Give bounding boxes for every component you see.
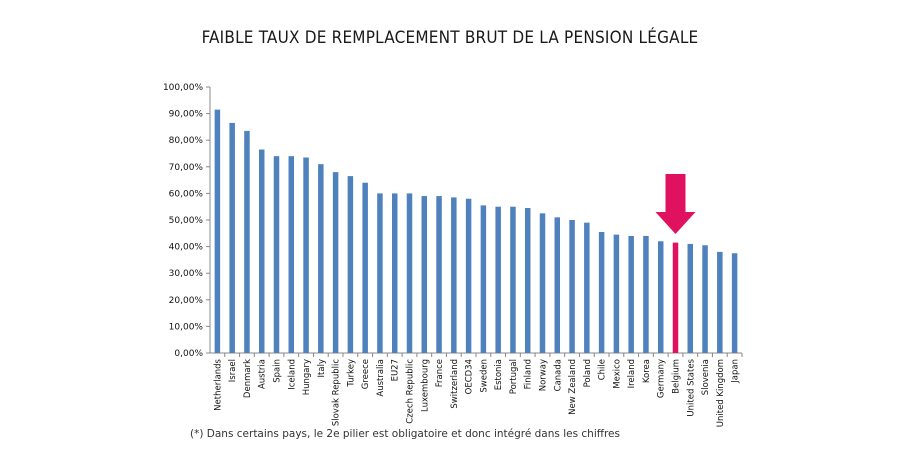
bar [465,198,472,353]
bar [524,208,531,353]
y-tick-label: 70,00% [169,163,204,173]
x-tick-label: Netherlands [213,358,223,410]
x-tick-label: Finland [524,359,534,389]
y-tick-label: 0,00% [174,349,203,359]
bar [258,149,265,353]
bar [539,213,546,353]
y-tick-label: 60,00% [169,189,204,199]
bar [569,220,575,353]
bar [318,164,324,353]
bar [229,122,235,353]
x-tick-label: Sweden [479,359,489,393]
x-tick-label: Poland [583,359,593,387]
bar [554,217,561,353]
x-tick-label: Korea [642,359,652,383]
x-tick-label: Portugal [509,359,519,394]
y-tick-label: 80,00% [169,136,204,146]
bar [377,193,383,353]
x-tick-label: New Zealand [568,359,578,415]
bar [480,205,487,353]
x-tick-label: Czech Republic [406,359,416,424]
bar [214,109,221,353]
bar [598,231,605,353]
bar [731,253,738,353]
bar-highlighted [672,242,679,353]
x-tick-label: Australia [376,359,386,397]
x-tick-label: Norway [539,359,549,391]
x-tick-label: Mexico [612,359,622,389]
bar [303,157,309,353]
bar [391,193,398,353]
x-tick-label: Slovak Republic [332,359,342,426]
bar [436,196,442,353]
x-tick-label: Canada [553,359,563,391]
x-tick-label: Japan [731,359,741,384]
x-tick-label: Estonia [494,359,504,390]
x-tick-label: France [435,359,445,387]
bar [643,235,649,353]
bar [495,206,501,353]
x-tick-label: Slovenia [701,359,711,395]
bar [244,130,250,353]
bar [584,222,590,353]
y-tick-label: 40,00% [169,243,204,253]
bar [510,206,516,353]
bar [273,156,280,353]
bar [288,156,295,353]
x-tick-label: Ireland [627,359,637,388]
x-tick-label: United States [686,358,696,416]
x-tick-label: OECD34 [465,359,475,394]
bar [657,241,664,353]
y-tick-label: 100,00% [163,83,203,93]
x-tick-label: Iceland [287,359,297,390]
bar [451,197,457,353]
x-tick-label: Italy [317,359,327,377]
y-tick-label: 20,00% [169,296,204,306]
x-tick-label: Turkey [346,359,356,388]
bar [421,196,428,353]
bar [687,243,694,353]
y-tick-label: 30,00% [169,269,204,279]
y-tick-label: 50,00% [169,216,204,226]
x-tick-label: Luxembourg [420,359,430,412]
x-tick-label: United Kingdom [716,359,726,427]
chart-title: FAIBLE TAUX DE REMPLACEMENT BRUT DE LA P… [201,28,699,48]
x-tick-label: Switzerland [450,359,460,409]
footnote: (*) Dans certains pays, le 2e pilier est… [190,428,620,440]
bar [717,251,723,353]
bar [406,193,413,353]
bar [613,234,620,353]
x-tick-label: Belgium [672,359,682,394]
x-tick-label: EU27 [391,359,401,381]
x-tick-label: Chile [598,359,608,380]
x-tick-label: Israel [228,359,238,382]
bar [332,172,339,353]
bar [702,245,708,353]
highlight-arrow-icon [655,174,696,234]
bar [347,176,354,353]
x-tick-label: Germany [657,359,667,398]
bar [628,235,634,353]
x-tick-label: Greece [361,359,371,389]
x-tick-label: Denmark [243,359,253,398]
y-tick-label: 90,00% [169,110,204,120]
y-tick-label: 10,00% [169,322,204,332]
x-tick-label: Spain [273,359,283,383]
x-tick-label: Hungary [302,359,312,395]
x-tick-label: Austria [258,359,268,389]
bar [362,182,368,353]
